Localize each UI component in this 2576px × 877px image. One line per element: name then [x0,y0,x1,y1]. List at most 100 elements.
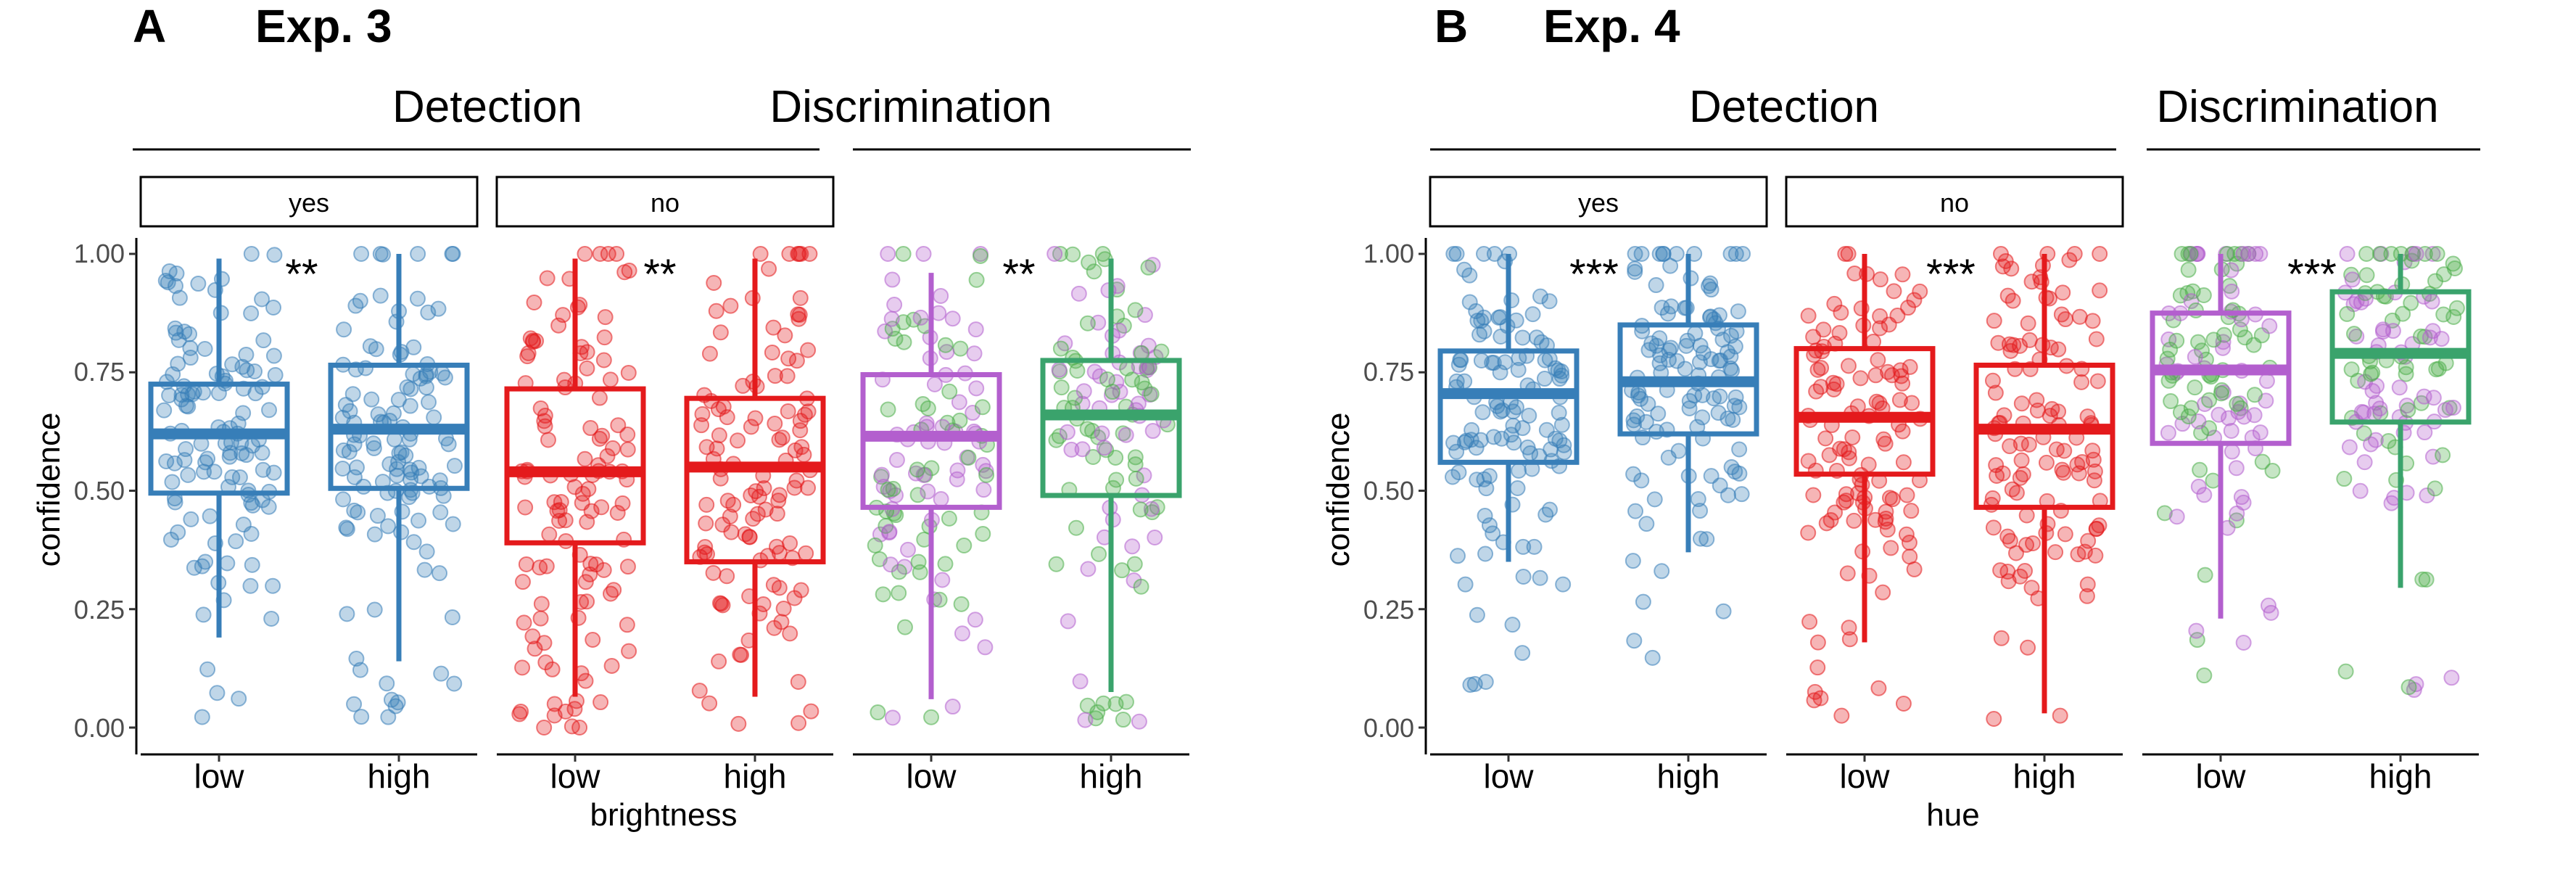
data-point [2416,246,2433,262]
box [684,395,826,564]
data-point [1898,526,1915,543]
data-point [1894,423,1911,440]
data-point [1987,384,2004,401]
data-point [536,413,553,429]
data-point [1832,440,1849,457]
data-point [1625,466,1642,482]
data-point [978,466,995,483]
data-point [372,246,389,262]
data-point [1072,673,1089,690]
data-point [1809,634,1826,651]
data-point [1475,246,1492,262]
data-point [701,695,718,712]
data-point [334,460,351,477]
data-point [2192,461,2208,478]
data-point [2336,471,2353,487]
data-point [170,355,186,372]
data-point [2366,405,2383,422]
panel-title: Exp. 3 [255,0,392,52]
data-point [730,715,747,732]
data-point [1052,340,1069,357]
data-point [346,696,363,712]
data-point [1648,277,1664,294]
data-point [1722,360,1739,376]
data-point [2224,443,2240,460]
data-point [1812,690,1829,707]
data-point [2448,300,2465,316]
data-point [2398,359,2414,376]
facet-no: no ** low high [495,176,835,795]
data-point [768,538,785,555]
data-point [267,366,284,383]
data-point [2446,260,2463,276]
y-tick-label: 0.00 [1363,713,1414,743]
data-point [1469,472,1485,488]
data-point [2156,505,2173,522]
data-point [1555,576,1572,593]
data-point [1080,561,1097,577]
facet-strip [1429,176,1768,228]
data-point [923,709,940,725]
data-point [182,350,199,366]
data-point [199,450,216,467]
data-point [2048,441,2065,458]
data-point [380,709,397,725]
data-point [446,458,463,474]
data-point [2339,246,2356,262]
facet-discrimination: *** low high [2195,251,2432,795]
data-point [1883,540,1899,556]
data-point [405,534,422,551]
data-point [2061,252,2078,268]
data-point [1128,470,1144,487]
data-point [2053,306,2070,323]
box [504,386,646,545]
data-point [2229,395,2245,412]
data-point [755,596,772,613]
data-point [800,342,817,358]
data-point [2228,460,2245,477]
data-point [2013,452,2030,469]
data-point [691,683,708,699]
data-point [390,392,407,408]
data-point [771,432,788,448]
data-point [537,418,553,435]
data-point [577,672,594,689]
data-point [1692,503,1709,519]
data-point [1875,584,1891,601]
data-point [1514,645,1531,662]
data-point [167,494,183,511]
data-point [2205,472,2221,489]
data-point [1469,606,1485,623]
group-title-discrimination: Discrimination [2156,82,2438,132]
data-point [2226,246,2243,262]
data-point [1474,404,1491,421]
data-point [1809,361,1826,378]
data-point [176,452,193,469]
data-point [1131,713,1147,730]
data-point [1846,265,1863,281]
data-point [346,502,363,519]
data-point [2187,349,2203,366]
y-tick-label: 0.75 [1363,357,1414,387]
data-point [1108,472,1125,488]
data-point [1822,512,1839,529]
data-point [2168,509,2185,525]
data-point [171,289,188,306]
data-point [161,263,178,279]
y-tick-label: 1.00 [1363,239,1414,268]
data-point [2023,273,2040,290]
data-point [934,572,951,588]
data-point [587,556,604,573]
data-point [2363,436,2379,453]
data-point [1504,617,1521,633]
data-point [2196,667,2213,684]
data-point [1894,375,1911,392]
data-point [2261,318,2278,334]
data-point [2004,481,2020,498]
data-point [1698,531,1715,548]
data-point [1840,358,1857,374]
data-point [517,499,534,516]
x-tick-label: high [1657,757,1720,795]
data-point [1126,556,1143,572]
